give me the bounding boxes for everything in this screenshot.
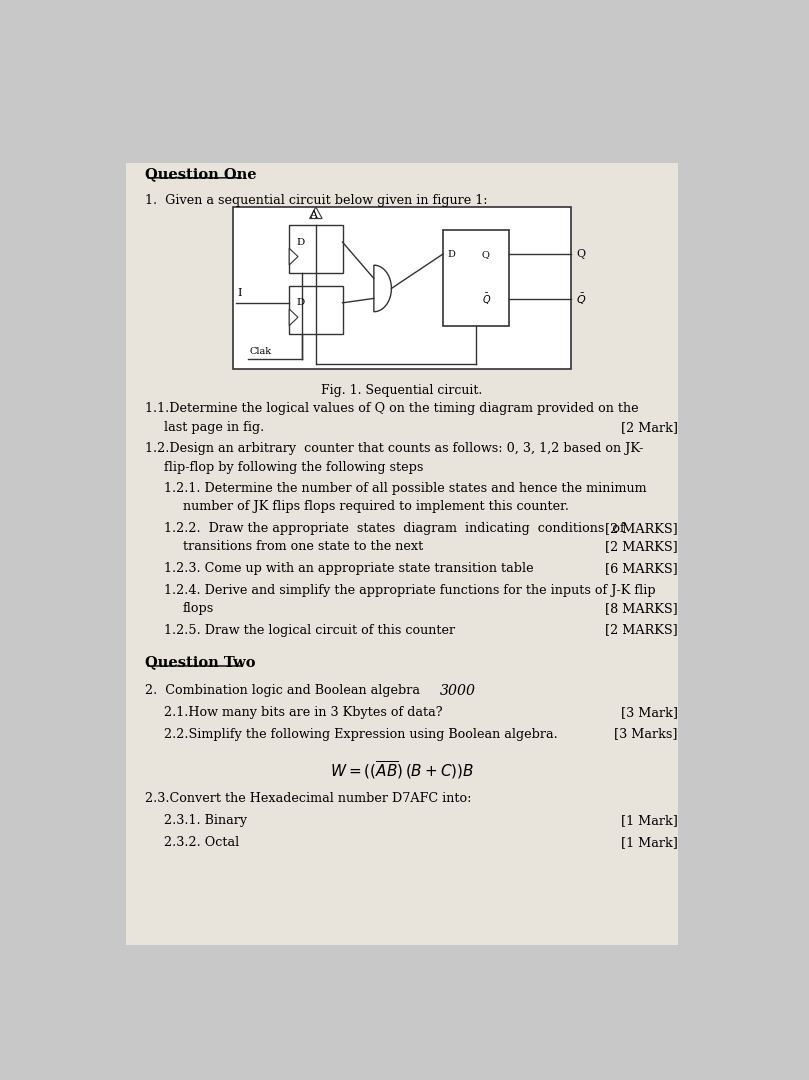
Text: 1.2.2.  Draw the appropriate  states  diagram  indicating  conditions  of: 1.2.2. Draw the appropriate states diagr… [163,522,625,535]
Text: D: D [297,238,305,246]
Text: $\bar{Q}$: $\bar{Q}$ [481,292,491,307]
Text: [6 MARKS]: [6 MARKS] [605,562,678,575]
Text: Clak: Clak [250,347,272,355]
Text: [3 Marks]: [3 Marks] [615,728,678,741]
Text: $W = ((\overline{AB})\,(B + C))B$: $W = ((\overline{AB})\,(B + C))B$ [330,759,474,781]
Text: 2.3.2. Octal: 2.3.2. Octal [163,836,239,849]
Text: flops: flops [183,602,214,615]
Text: flip-flop by following the following steps: flip-flop by following the following ste… [163,460,423,473]
Text: A: A [309,211,317,220]
Text: $\bar{Q}$: $\bar{Q}$ [576,292,587,307]
Text: Question Two: Question Two [145,656,256,670]
Bar [443,230,509,326]
Text: [1 Mark]: [1 Mark] [621,836,678,849]
Text: 3000: 3000 [440,685,476,699]
Text: 1.2.5. Draw the logical circuit of this counter: 1.2.5. Draw the logical circuit of this … [163,623,455,636]
Text: D: D [448,249,455,258]
Polygon shape [289,309,298,325]
Bar [289,286,342,334]
FancyBboxPatch shape [126,163,678,945]
Bar [233,207,571,369]
Text: D: D [297,298,305,308]
Text: Question One: Question One [145,167,256,181]
Text: I: I [237,288,242,298]
Text: number of JK flips flops required to implement this counter.: number of JK flips flops required to imp… [183,500,569,513]
Text: 1.2.4. Derive and simplify the appropriate functions for the inputs of J-K flip: 1.2.4. Derive and simplify the appropria… [163,583,655,596]
Polygon shape [289,248,298,265]
Text: Fig. 1. Sequential circuit.: Fig. 1. Sequential circuit. [321,384,483,397]
Text: [2 Mark]: [2 Mark] [621,421,678,434]
Text: [3 Mark]: [3 Mark] [621,706,678,719]
Text: [2 MARKS]: [2 MARKS] [605,540,678,553]
Text: 1.  Given a sequential circuit below given in figure 1:: 1. Given a sequential circuit below give… [145,194,488,207]
Text: [2 MARKS]: [2 MARKS] [605,623,678,636]
Text: Q: Q [576,249,586,259]
Text: 1.1.Determine the logical values of Q on the timing diagram provided on the: 1.1.Determine the logical values of Q on… [145,403,638,416]
Text: 2.1.How many bits are in 3 Kbytes of data?: 2.1.How many bits are in 3 Kbytes of dat… [163,706,443,719]
Polygon shape [374,266,392,312]
Text: [1 Mark]: [1 Mark] [621,814,678,827]
Text: 1.2.3. Come up with an appropriate state transition table: 1.2.3. Come up with an appropriate state… [163,562,533,575]
Text: 1.2.Design an arbitrary  counter that counts as follows: 0, 3, 1,2 based on JK-: 1.2.Design an arbitrary counter that cou… [145,443,643,456]
Text: last page in fig.: last page in fig. [163,421,264,434]
Text: 1.2.1. Determine the number of all possible states and hence the minimum: 1.2.1. Determine the number of all possi… [163,482,646,496]
Text: [2 MARKS]: [2 MARKS] [605,522,678,535]
Text: Q: Q [481,249,489,258]
Bar [289,226,342,273]
Polygon shape [310,207,322,218]
Text: 2.3.Convert the Hexadecimal number D7AFC into:: 2.3.Convert the Hexadecimal number D7AFC… [145,793,472,806]
Text: [8 MARKS]: [8 MARKS] [605,602,678,615]
Text: transitions from one state to the next: transitions from one state to the next [183,540,423,553]
Text: 2.  Combination logic and Boolean algebra: 2. Combination logic and Boolean algebra [145,685,420,698]
Text: 2.2.Simplify the following Expression using Boolean algebra.: 2.2.Simplify the following Expression us… [163,728,557,741]
Text: 2.3.1. Binary: 2.3.1. Binary [163,814,247,827]
